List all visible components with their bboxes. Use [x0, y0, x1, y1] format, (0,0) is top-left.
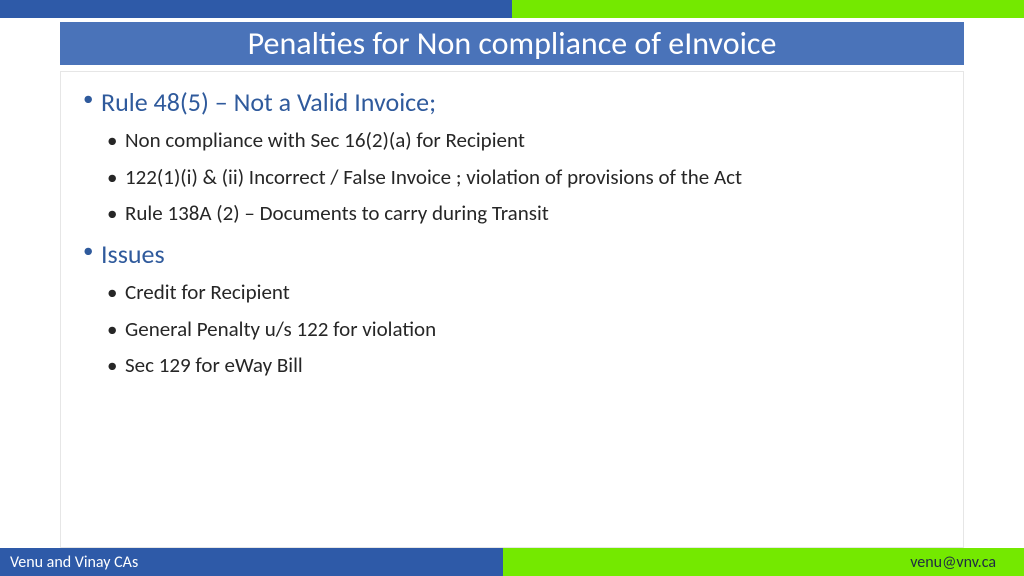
footer: Venu and Vinay CAs venu@vnv.ca: [0, 548, 1024, 576]
footer-left: Venu and Vinay CAs: [0, 548, 503, 576]
sub-item: Credit for Recipient: [101, 276, 945, 309]
section-item: Issues Credit for Recipient General Penalt…: [79, 234, 945, 382]
sub-item: 122(1)(i) & (ii) Incorrect / False Invoi…: [101, 161, 945, 194]
sub-item: Sec 129 for eWay Bill: [101, 349, 945, 382]
top-bar-left: [0, 0, 512, 18]
footer-right: venu@vnv.ca: [503, 548, 1024, 576]
bullet-list: Rule 48(5) – Not a Valid Invoice; Non com…: [79, 82, 945, 382]
section-heading: Rule 48(5) – Not a Valid Invoice;: [101, 86, 436, 118]
top-bar-right: [512, 0, 1024, 18]
section-heading: Issues: [101, 238, 165, 270]
content-box: Rule 48(5) – Not a Valid Invoice; Non com…: [60, 71, 964, 548]
slide-title: Penalties for Non compliance of eInvoice: [60, 22, 964, 65]
sub-list: Non compliance with Sec 16(2)(a) for Rec…: [101, 124, 945, 230]
section-item: Rule 48(5) – Not a Valid Invoice; Non com…: [79, 82, 945, 230]
sub-list: Credit for Recipient General Penalty u/s …: [101, 276, 945, 382]
slide: Penalties for Non compliance of eInvoice…: [0, 0, 1024, 576]
sub-item: General Penalty u/s 122 for violation: [101, 313, 945, 346]
sub-item: Non compliance with Sec 16(2)(a) for Rec…: [101, 124, 945, 157]
top-bar: [0, 0, 1024, 18]
sub-item: Rule 138A (2) – Documents to carry durin…: [101, 197, 945, 230]
